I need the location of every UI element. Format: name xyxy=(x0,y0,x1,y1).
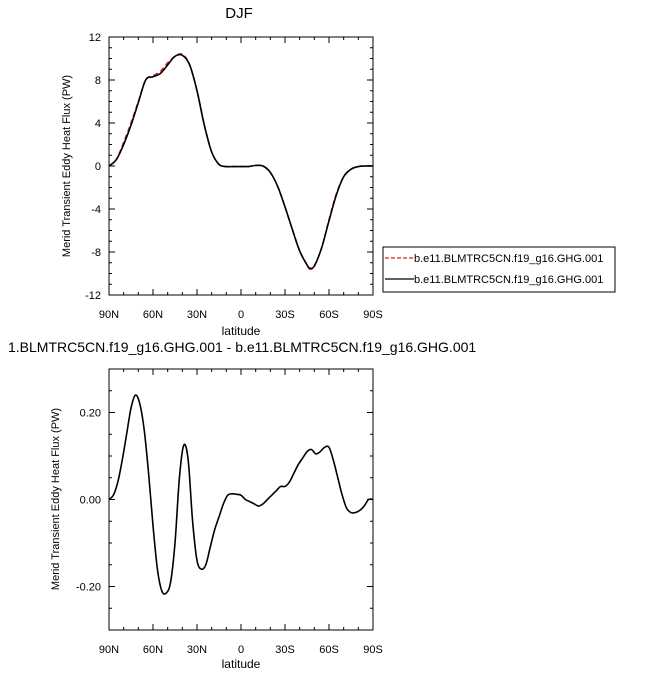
legend-label-series-2: b.e11.BLMTRC5CN.f19_g16.GHG.001 xyxy=(414,274,603,286)
bottom-x-tick-label: 90S xyxy=(363,644,383,656)
bottom-x-tick-label: 30N xyxy=(187,644,207,656)
top-x-tick-label: 60N xyxy=(143,309,163,321)
bottom-plot-area: 90N 60N 30N 0 30S 60S 90S -0.20 0.00 0.20 xyxy=(76,368,383,656)
bottom-x-tick-label: 0 xyxy=(238,644,244,656)
top-y-tick-label: -8 xyxy=(91,247,101,259)
top-y-tick-label: -4 xyxy=(91,204,101,216)
top-y-tick-label: -12 xyxy=(85,290,101,302)
top-y-tick-label: 12 xyxy=(89,32,101,44)
bottom-x-tick-label: 30S xyxy=(275,644,295,656)
bottom-y-tick-label: -0.20 xyxy=(76,582,101,594)
top-y-axis-label: Merid Transient Eddy Heat Flux (PW) xyxy=(61,75,73,257)
top-x-tick-label: 0 xyxy=(238,309,244,321)
top-plot-area: 90N 60N 30N 0 30S 60S 90S -12 -8 -4 0 4 8 12 xyxy=(85,32,383,321)
top-x-axis-label: latitude xyxy=(222,324,261,338)
bottom-series-line-1 xyxy=(108,394,374,595)
bottom-x-axis-label: latitude xyxy=(222,657,261,671)
bottom-chart: 1.BLMTRC5CN.f19_g16.GHG.001 - b.e11.BLMT… xyxy=(8,339,476,671)
bottom-chart-title: 1.BLMTRC5CN.f19_g16.GHG.001 - b.e11.BLMT… xyxy=(8,339,476,355)
top-plot-frame xyxy=(108,36,374,296)
top-y-tick-label: 4 xyxy=(95,118,101,130)
top-x-tick-label: 90N xyxy=(99,309,119,321)
top-series-line-2 xyxy=(108,53,374,270)
top-x-tick-label: 30S xyxy=(275,309,295,321)
bottom-x-tick-label: 90N xyxy=(99,644,119,656)
bottom-x-tick-label: 60N xyxy=(143,644,163,656)
bottom-y-tick-label: 0.00 xyxy=(80,495,101,507)
bottom-y-axis-label: Merid Transient Eddy Heat Flux (PW) xyxy=(50,408,62,590)
top-series-line-1 xyxy=(108,52,374,271)
legend-box xyxy=(382,246,616,293)
bottom-y-tick-label: 0.20 xyxy=(80,408,101,420)
top-y-tick-label: 8 xyxy=(95,75,101,87)
top-x-tick-label: 30N xyxy=(187,309,207,321)
legend-label-series-1: b.e11.BLMTRC5CN.f19_g16.GHG.001 xyxy=(414,253,603,265)
bottom-x-tick-label: 60S xyxy=(319,644,339,656)
top-chart: DJF 90N 60N 30N 0 30S 60S 90S -12 -8 -4 0 4 8 12 lati… xyxy=(61,5,616,338)
top-x-tick-label: 90S xyxy=(363,309,383,321)
bottom-plot-frame xyxy=(108,368,374,631)
top-chart-title: DJF xyxy=(225,5,253,22)
top-y-tick-label: 0 xyxy=(95,161,101,173)
top-chart-legend: b.e11.BLMTRC5CN.f19_g16.GHG.001 b.e11.BL… xyxy=(382,246,616,293)
top-x-tick-label: 60S xyxy=(319,309,339,321)
